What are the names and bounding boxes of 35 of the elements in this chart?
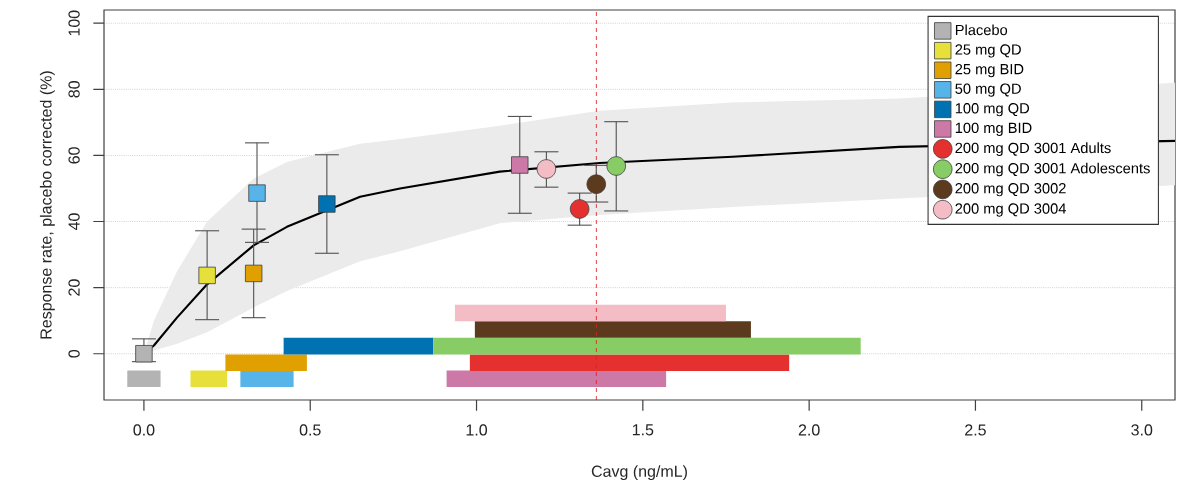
legend-label: 100 mg BID [955, 122, 1032, 136]
x-tick-label: 2.5 [965, 424, 986, 436]
legend-label: 200 mg QD 3001 Adults [955, 142, 1111, 157]
x-tick-label: 2.0 [798, 424, 820, 436]
x-tick-label: 3.0 [1131, 424, 1153, 436]
point [135, 345, 153, 363]
y-tick-label: 40 [68, 213, 80, 231]
x-tick-label: 1.5 [632, 424, 654, 436]
legend-label: Placebo [955, 24, 1008, 36]
point [511, 156, 529, 174]
x-tick-label: 1.0 [466, 424, 488, 436]
y-tick-label: 0 [68, 349, 80, 358]
legend-label: 50 mg QD [955, 83, 1021, 97]
point [245, 264, 263, 283]
point [586, 174, 606, 194]
legend-label: 25 mg BID [955, 63, 1024, 78]
legend-label: 100 mg QD [955, 103, 1030, 117]
point [318, 195, 336, 213]
y-tick-label: 100 [68, 10, 80, 36]
x-tick-label: 0.0 [133, 424, 155, 436]
legend-label: 200 mg QD 3004 [955, 203, 1066, 217]
point [198, 266, 216, 285]
y-tick-label: 20 [68, 279, 80, 296]
legend-label: 200 mg QD 3002 [955, 183, 1066, 197]
point [536, 159, 557, 179]
y-tick-label: 80 [68, 81, 80, 98]
point [569, 199, 590, 219]
point [248, 184, 266, 202]
y-axis-title: Response rate, placebo corrected (%) [39, 71, 55, 339]
x-tick-label: 0.5 [299, 424, 321, 436]
y-tick-label: 60 [68, 147, 80, 164]
point [606, 156, 626, 176]
legend-label: 200 mg QD 3001 Adolescents [955, 162, 1150, 177]
legend-label: 25 mg QD [955, 44, 1021, 58]
x-axis-title: Cavg (ng/mL) [591, 465, 687, 481]
